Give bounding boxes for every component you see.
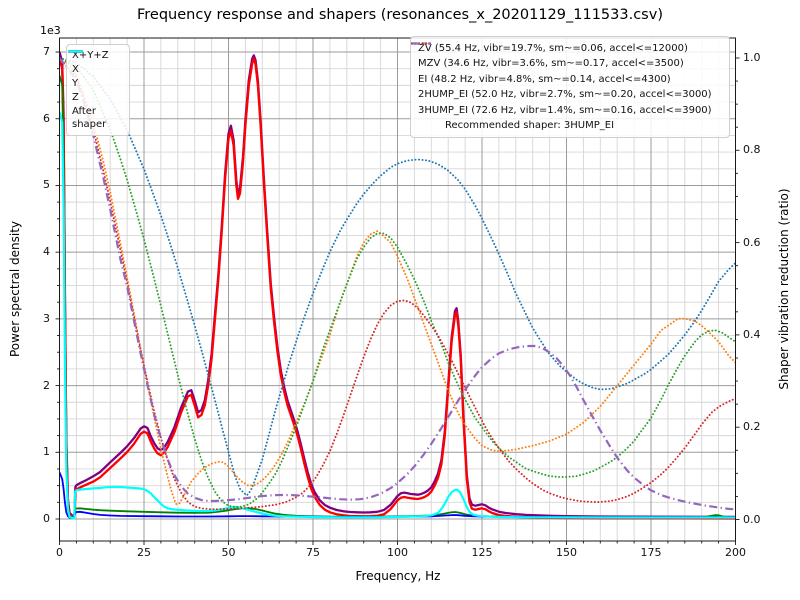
legend-psd: X+Y+Z X Y Z After shaper bbox=[66, 44, 130, 136]
x-tick-label: 25 bbox=[137, 546, 151, 559]
y-left-offset-label: 1e3 bbox=[40, 24, 61, 37]
y-right-tick-label: 0.4 bbox=[743, 327, 761, 341]
x-tick-label: 75 bbox=[306, 546, 320, 559]
legend-row: Y bbox=[68, 50, 124, 90]
x-tick-label: 150 bbox=[556, 546, 577, 559]
curve-psd-z bbox=[59, 471, 736, 520]
curve-shaper-ei bbox=[59, 57, 736, 508]
legend-label: X bbox=[72, 64, 79, 75]
legend-row: 3HUMP_EI (72.6 Hz, vibr=1.4%, sm~=0.16, … bbox=[412, 42, 722, 118]
legend-row: MZV (34.6 Hz, vibr=3.6%, sm~=0.17, accel… bbox=[411, 42, 722, 71]
x-tick-label: 50 bbox=[221, 546, 236, 559]
curve-psd-x bbox=[59, 57, 736, 520]
legend-row: 2HUMP_EI (52.0 Hz, vibr=2.7%, sm~=0.20, … bbox=[411, 42, 722, 102]
y-right-axis-label: Shaper vibration reduction (ratio) bbox=[777, 188, 791, 390]
legend-label: MZV (34.6 Hz, vibr=3.6%, sm~=0.17, accel… bbox=[418, 58, 684, 70]
y-right-tick-label: 1.0 bbox=[743, 51, 761, 64]
legend-row: ZV (55.4 Hz, vibr=19.7%, sm~=0.06, accel… bbox=[411, 42, 722, 56]
y-right-tick-label: 0.0 bbox=[743, 512, 761, 526]
legend-row: Z bbox=[68, 50, 124, 104]
chart-title: Frequency response and shapers (resonanc… bbox=[137, 7, 663, 23]
curve-shaper-mzv bbox=[59, 57, 736, 506]
y-left-tick-label: 6 bbox=[43, 111, 50, 125]
y-left-tick-label: 4 bbox=[43, 245, 50, 259]
legend-shapers: ZV (55.4 Hz, vibr=19.7%, sm~=0.06, accel… bbox=[410, 36, 730, 139]
legend-label: 2HUMP_EI (52.0 Hz, vibr=2.7%, sm~=0.20, … bbox=[418, 89, 712, 101]
y-left-tick-label: 5 bbox=[43, 178, 50, 192]
legend-swatch-3hump_ei bbox=[412, 42, 431, 45]
curve-shaper-2hump-ei bbox=[59, 57, 736, 511]
legend-label: ZV (55.4 Hz, vibr=19.7%, sm~=0.06, accel… bbox=[418, 43, 688, 54]
legend-swatch-after bbox=[68, 50, 83, 53]
y-left-tick-label: 7 bbox=[43, 45, 50, 59]
legend-label: X+Y+Z bbox=[72, 50, 109, 61]
y-left-axis-label: Power spectral density bbox=[8, 220, 22, 358]
legend-row: After shaper bbox=[68, 50, 124, 131]
x-tick-label: 175 bbox=[640, 546, 662, 559]
curve-shaper-zv bbox=[59, 57, 736, 497]
legend-label: Z bbox=[72, 92, 79, 103]
curve-psd-after-shaper bbox=[59, 111, 736, 520]
y-left-tick-label: 0 bbox=[43, 512, 50, 525]
x-tick-label: 200 bbox=[725, 546, 746, 559]
y-right-tick-label: 0.8 bbox=[743, 143, 761, 157]
legend-row: X bbox=[68, 50, 124, 76]
x-tick-label: 125 bbox=[471, 546, 493, 559]
y-right-tick-label: 0.6 bbox=[743, 235, 761, 249]
y-left-tick-label: 1 bbox=[43, 445, 50, 459]
legend-label: After shaper bbox=[72, 106, 107, 130]
legend-label: Y bbox=[72, 78, 79, 89]
y-right-tick-label: 0.2 bbox=[743, 420, 761, 434]
legend-label: EI (48.2 Hz, vibr=4.8%, sm~=0.14, accel<… bbox=[418, 73, 671, 85]
y-left-tick-label: 2 bbox=[43, 378, 50, 392]
y-left-tick-label: 3 bbox=[43, 311, 50, 325]
recommended-shaper-note: Recommended shaper: 3HUMP_EI bbox=[445, 120, 615, 132]
curve-shaper-3hump-ei bbox=[59, 57, 736, 511]
x-tick-label: 0 bbox=[56, 546, 63, 559]
legend-row: EI (48.2 Hz, vibr=4.8%, sm~=0.14, accel<… bbox=[411, 42, 722, 87]
x-tick-label: 100 bbox=[387, 546, 408, 559]
x-axis-label: Frequency, Hz bbox=[355, 569, 441, 583]
legend-label: 3HUMP_EI (72.6 Hz, vibr=1.4%, sm~=0.16, … bbox=[418, 104, 712, 116]
